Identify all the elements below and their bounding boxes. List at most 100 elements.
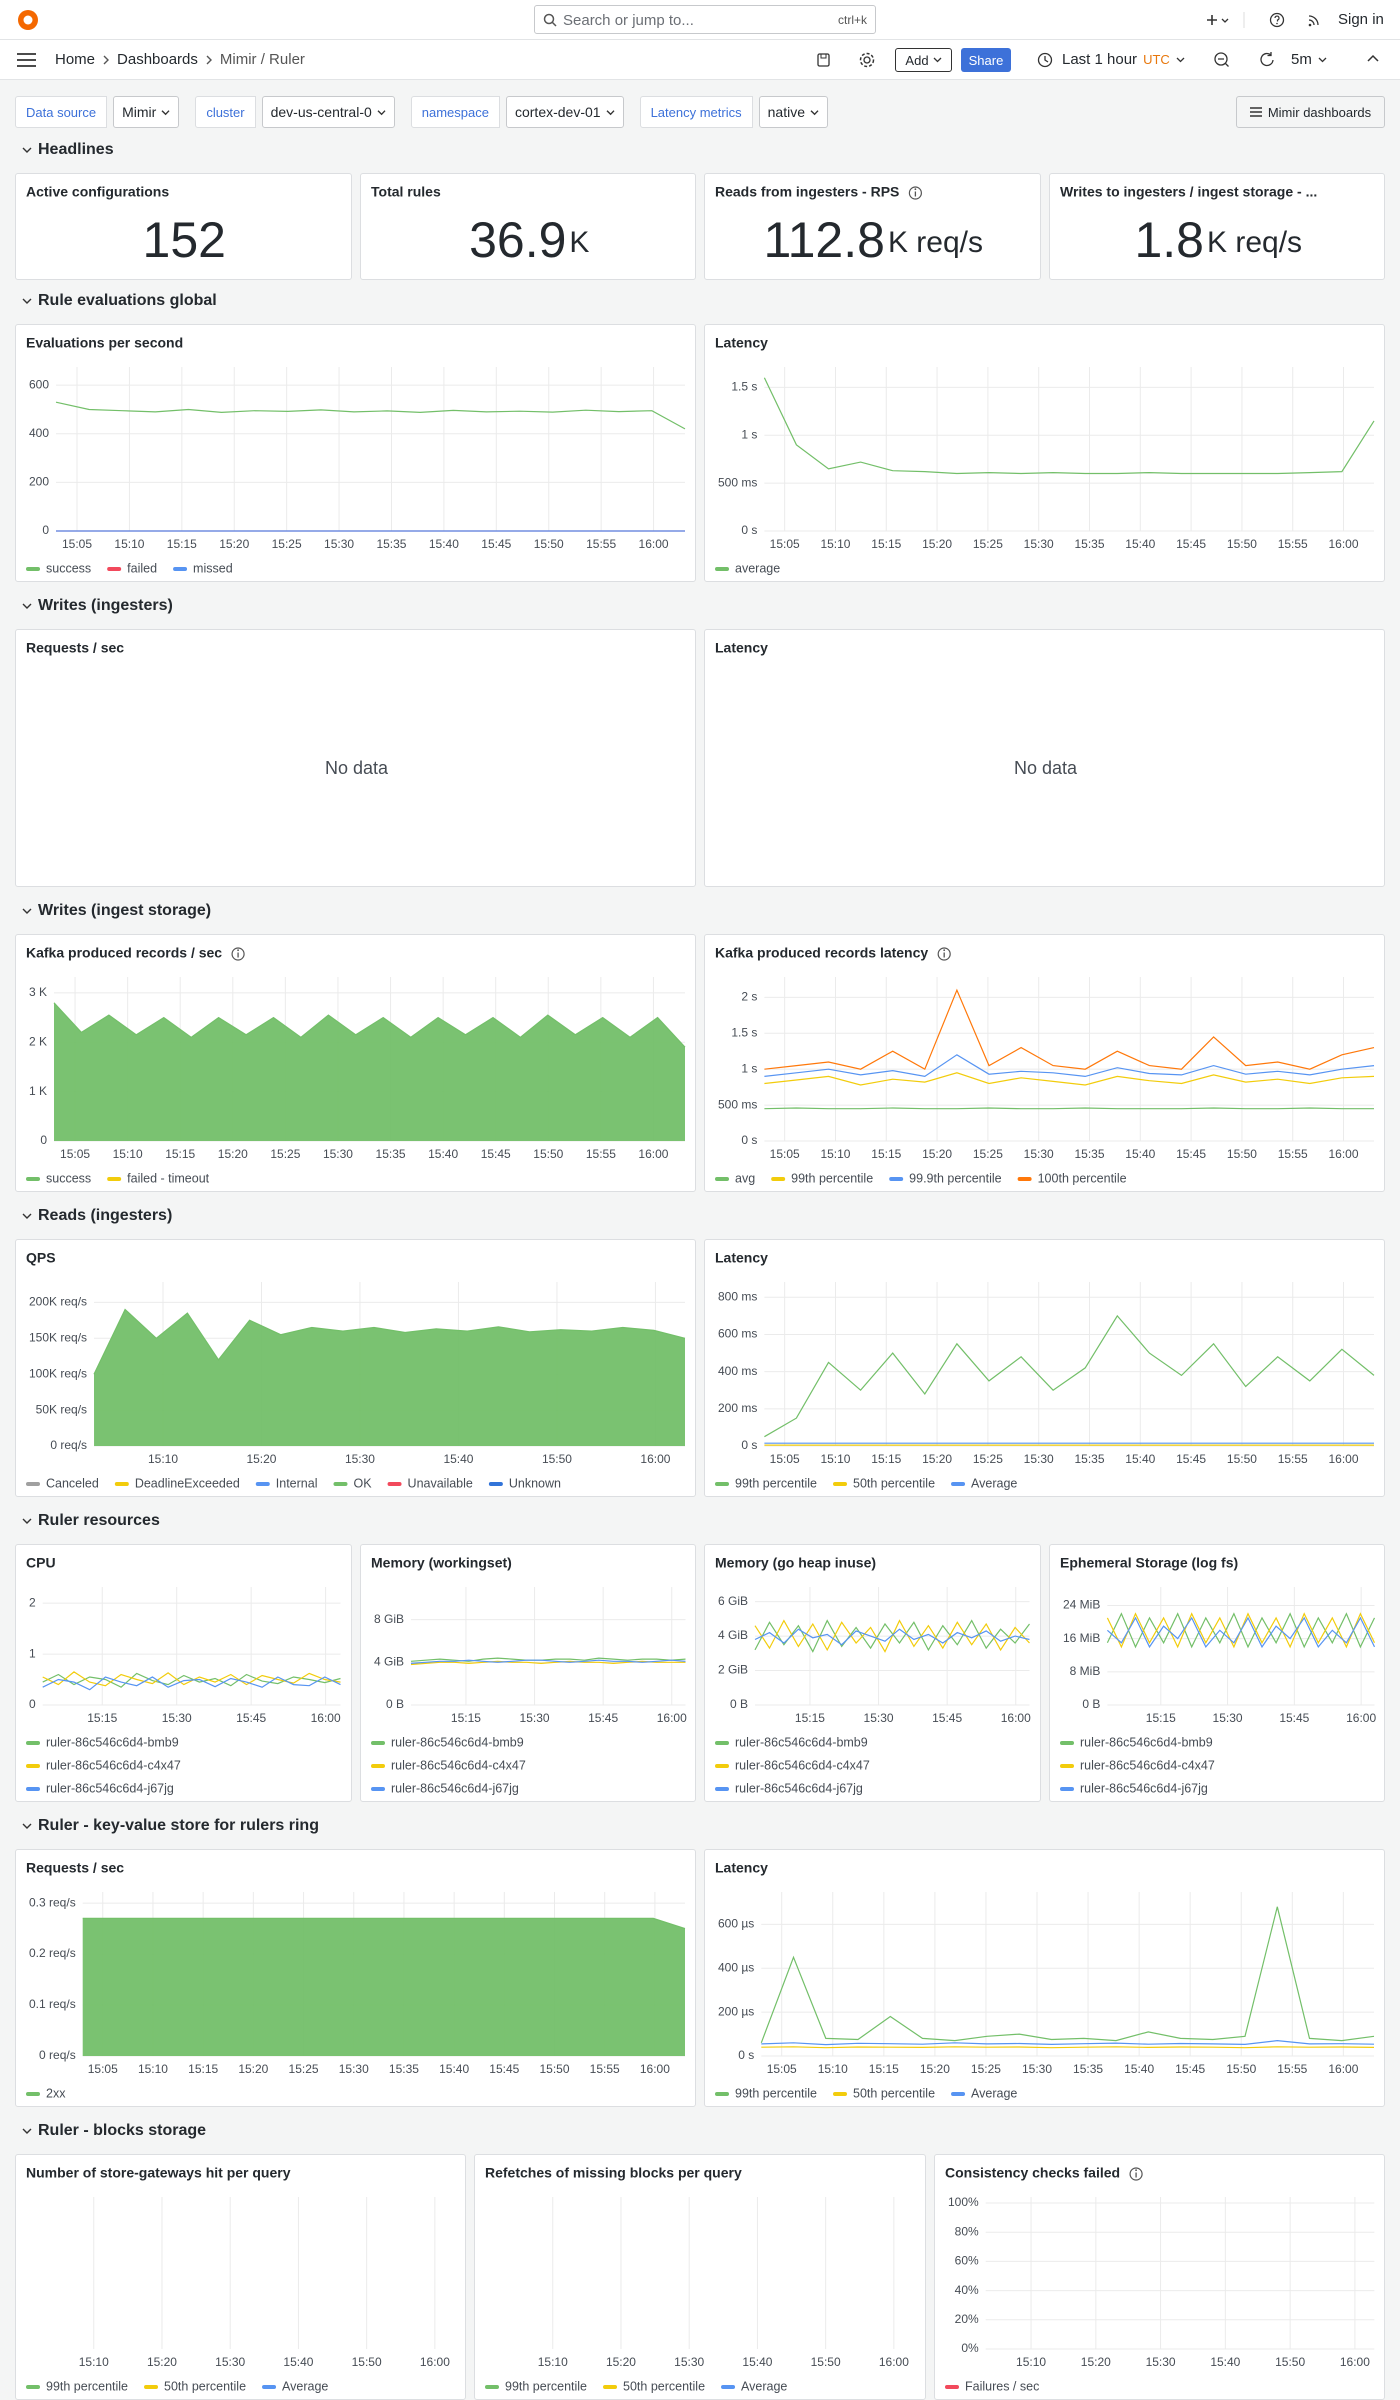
- search-box[interactable]: Search or jump to... ctrl+k: [534, 5, 876, 34]
- legend-swatch: [26, 1741, 40, 1745]
- legend-label: 99th percentile: [735, 2086, 817, 2100]
- legend-label: Unknown: [509, 1476, 561, 1490]
- y-tick-label: 200: [29, 475, 49, 489]
- x-tick-label: 15:35: [1074, 1452, 1104, 1466]
- x-tick-label: 15:30: [675, 2355, 705, 2369]
- breadcrumb[interactable]: Dashboards: [117, 51, 198, 68]
- y-tick-label: 0: [40, 1133, 47, 1147]
- legend-label: Unavailable: [408, 1476, 473, 1490]
- x-tick-label: 15:30: [864, 1711, 894, 1725]
- x-tick-label: 15:25: [289, 2062, 319, 2076]
- stat-number: 112.8: [764, 212, 885, 268]
- sign-in[interactable]: Sign in: [1338, 11, 1384, 28]
- x-tick-label: 16:00: [640, 1452, 670, 1466]
- variable-select[interactable]: dev-us-central-0: [261, 96, 395, 128]
- x-tick-label: 15:20: [238, 2062, 268, 2076]
- add-button[interactable]: Add: [895, 48, 952, 72]
- row-header[interactable]: Rule evaluations global: [22, 289, 217, 313]
- variable-select[interactable]: cortex-dev-01: [505, 96, 624, 128]
- panel: QPS 0 req/s 50K req/s 100K req/s 150K req/s 2…: [15, 1239, 696, 1497]
- no-data: No data: [1014, 758, 1078, 778]
- row-header[interactable]: Writes (ingest storage): [22, 899, 211, 923]
- share-button[interactable]: Share: [961, 48, 1011, 72]
- x-tick-label: 15:50: [1227, 537, 1257, 551]
- row-header[interactable]: Ruler resources: [22, 1509, 160, 1533]
- zoom-refresh-icons[interactable]: [1212, 51, 1282, 69]
- time-picker[interactable]: Last 1 hour UTC: [1062, 51, 1185, 68]
- x-tick-label: 15:35: [376, 1147, 406, 1161]
- x-tick-label: 15:05: [62, 537, 92, 551]
- panel-title: Latency: [715, 640, 768, 656]
- x-tick-label: 15:20: [218, 1147, 248, 1161]
- x-tick-label: 15:10: [148, 1452, 178, 1466]
- legend-swatch: [951, 1482, 966, 1486]
- row-title: Writes (ingesters): [38, 597, 173, 614]
- series-line: [410, 1660, 685, 1666]
- breadcrumb[interactable]: Home: [55, 51, 96, 68]
- panel-svg: Number of store-gateways hit per query 15…: [26, 2165, 450, 2393]
- row-title: Writes (ingest storage): [38, 902, 212, 919]
- series-line: [410, 1659, 686, 1664]
- breadcrumb[interactable]: Mimir / Ruler: [219, 51, 305, 68]
- legend-label: OK: [353, 1476, 372, 1490]
- panel: Latency 0 s 200 ms 400 ms 600 ms 800 ms 15:05 1…: [704, 1239, 1385, 1497]
- info-icon: [231, 947, 245, 961]
- collapse-icon[interactable]: [1366, 54, 1380, 64]
- x-tick-label: 15:30: [1024, 1147, 1054, 1161]
- y-tick-label: 50K req/s: [36, 1402, 87, 1416]
- stat-value: 1.8 K req/s: [1134, 212, 1302, 268]
- x-tick-label: 15:30: [1024, 537, 1054, 551]
- panel-svg: Kafka produced records / sec 0 1 K 2 K 3 K 15…: [26, 945, 686, 1185]
- y-tick-label: 200 µs: [718, 2004, 754, 2018]
- dashboard-icons[interactable]: [815, 51, 875, 69]
- x-tick-label: 15:30: [519, 1711, 549, 1725]
- x-tick-label: 15:30: [1022, 2062, 1052, 2076]
- row-header[interactable]: Reads (ingesters): [22, 1204, 172, 1228]
- row-header[interactable]: Ruler - key-value store for rulers ring: [22, 1814, 319, 1838]
- chevron-path: [810, 109, 819, 115]
- x-tick-label: 15:20: [606, 2355, 636, 2369]
- row-header[interactable]: Ruler - blocks storage: [22, 2119, 206, 2143]
- dashboard-link[interactable]: Mimir dashboards: [1236, 96, 1385, 128]
- legend-label: 99th percentile: [791, 1171, 873, 1185]
- y-tick-label: 0: [29, 1697, 36, 1711]
- legend-swatch: [255, 1482, 270, 1486]
- variable: Data source Mimir: [15, 96, 180, 128]
- nav-bar: Home Dashboards Mimir / Ruler Add Share La…: [0, 40, 1400, 80]
- refresh-picker[interactable]: 5m: [1291, 51, 1327, 68]
- panel: CPU 0 1 2 15:15 15:30 15:45 16:00 ruler-86c546c6…: [15, 1544, 352, 1802]
- legend-label: success: [46, 561, 91, 575]
- x-tick-label: 16:00: [879, 2355, 909, 2369]
- list-icon: [1249, 107, 1262, 117]
- row-header[interactable]: Writes (ingesters): [22, 594, 173, 618]
- logo[interactable]: [17, 9, 39, 31]
- x-tick-label: 16:00: [1328, 2062, 1358, 2076]
- series-line: [42, 1676, 341, 1691]
- chevron-path: [377, 109, 386, 115]
- panel: Active configurations 152: [15, 173, 352, 280]
- row-header[interactable]: Headlines: [22, 138, 114, 162]
- panel-title: QPS: [26, 1250, 56, 1266]
- legend-label: 99th percentile: [735, 1476, 817, 1490]
- legend-label: 100th percentile: [1038, 1171, 1127, 1185]
- variable-value: native: [767, 104, 805, 120]
- chevron: [103, 55, 110, 64]
- info-icon: [908, 186, 922, 200]
- series-line: [760, 1906, 1375, 2044]
- refresh-interval: 5m: [1291, 51, 1312, 68]
- clock-icon: [1037, 52, 1053, 68]
- x-tick-label: 15:55: [1278, 1452, 1308, 1466]
- y-tick-label: 0.3 req/s: [29, 1895, 76, 1909]
- panel: Requests / sec No data: [15, 629, 696, 887]
- top-icons[interactable]: [1205, 12, 1325, 28]
- y-tick-label: 0 s: [741, 1438, 757, 1452]
- menu-icon[interactable]: [17, 53, 37, 67]
- variable-select[interactable]: native: [758, 96, 828, 128]
- x-tick-label: 15:05: [767, 2062, 797, 2076]
- x-tick-label: 15:20: [920, 2062, 950, 2076]
- breadcrumbs: Home Dashboards Mimir / Ruler: [55, 51, 305, 68]
- legend-label: DeadlineExceeded: [135, 1476, 240, 1490]
- legend-swatch: [107, 1177, 122, 1181]
- variable-select[interactable]: Mimir: [113, 96, 180, 128]
